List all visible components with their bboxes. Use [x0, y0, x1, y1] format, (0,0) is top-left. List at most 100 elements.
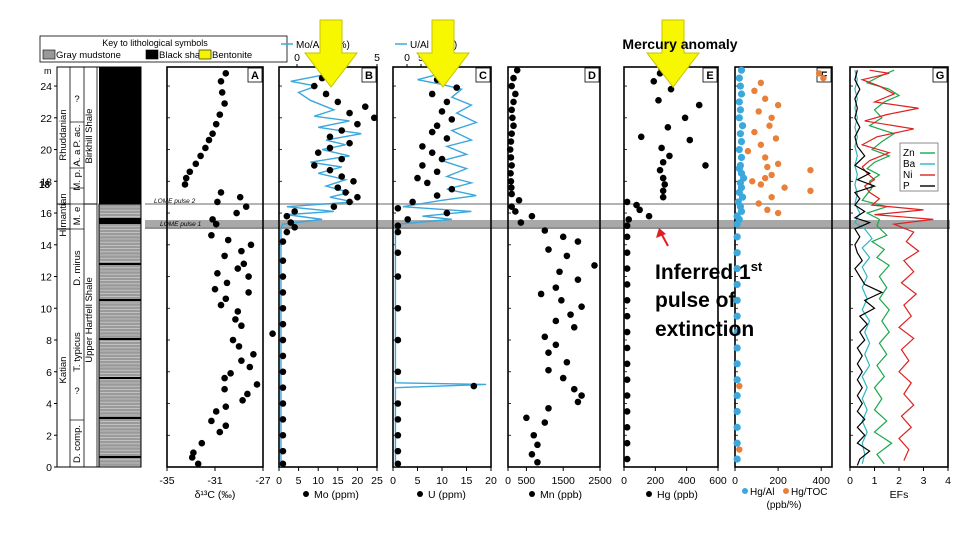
formation-upper-hartfell: Upper Hartfell Shale [84, 277, 95, 363]
annotations: LOME pulse 2 LOME pulse 1 Mercury anomaly I… [154, 19, 763, 341]
mn-point [512, 208, 519, 215]
hg-point [637, 133, 645, 141]
x-tick-label: 20 [485, 475, 497, 487]
formation-birkhill: Birkhill Shale [84, 109, 95, 164]
panel-letter: E [706, 70, 713, 82]
panel-frame [507, 66, 601, 468]
x-tick-label: 10 [312, 475, 324, 487]
hg-point [623, 281, 631, 288]
element-point [291, 208, 298, 215]
legend-label-p: P [903, 181, 910, 192]
mn-point [552, 317, 560, 325]
d13c-point [209, 130, 216, 137]
d13c-point [238, 357, 245, 364]
hg-point [695, 101, 703, 109]
mn-point [515, 197, 523, 204]
x-tick-label: 400 [678, 475, 696, 487]
x-tick-label: 20 [352, 475, 364, 487]
hg-point [623, 312, 631, 320]
d13c-point [186, 168, 194, 176]
element-point [443, 135, 451, 142]
hg-al-point [733, 220, 741, 228]
lome-pulse-1-band [145, 220, 950, 229]
inferred-line-1: Inferred 1st [655, 259, 763, 284]
mn-point [509, 114, 516, 122]
hg-point [625, 216, 632, 223]
element-point [346, 198, 353, 206]
d13c-point [205, 136, 213, 144]
mn-point [517, 219, 525, 226]
element-point [419, 162, 426, 169]
mn-point [545, 366, 552, 374]
element-point [428, 128, 436, 136]
hg-al-point [735, 114, 743, 122]
d13c-point [217, 189, 225, 196]
top-tick-label: 5 [374, 52, 380, 64]
element-point [314, 149, 322, 157]
x-axis-label: U (ppm) [428, 489, 466, 501]
ratio-line [394, 72, 487, 467]
hg-al-point [735, 74, 743, 82]
hg-point [623, 198, 631, 206]
mn-point [528, 451, 536, 458]
hg-point [623, 328, 631, 336]
hg-al-point [733, 360, 741, 368]
element-point [338, 155, 346, 163]
d13c-point [235, 343, 243, 350]
element-point [433, 122, 441, 130]
mn-point [534, 441, 541, 449]
mn-point [563, 358, 571, 366]
depth-tick-label: 20 [40, 145, 52, 157]
hg-point [686, 136, 694, 144]
d13c-point [238, 247, 245, 255]
x-axis-label: (ppb/%) [766, 500, 801, 511]
element-point [346, 139, 353, 147]
mn-point [507, 177, 515, 185]
mn-point [578, 392, 585, 399]
panel-letter-box [932, 67, 948, 83]
d13c-point [197, 152, 204, 160]
hg-al-point [737, 66, 746, 74]
panel-letter: D [588, 70, 596, 82]
zone-m-e: M. e [72, 207, 83, 225]
hg-al-point [737, 138, 746, 146]
x-tick-label: 0 [390, 475, 396, 487]
hg-toc-point [766, 122, 773, 129]
mn-point [567, 311, 574, 318]
inferred-line-2: pulse of [655, 289, 737, 312]
x-tick-label: 600 [709, 475, 727, 487]
top-tick-label: 0 [404, 52, 410, 64]
depth-unit: m [44, 66, 52, 76]
legend-label-ni: Ni [903, 170, 912, 181]
panel-letter-box [247, 67, 263, 83]
ef-line-zn [861, 69, 901, 465]
element-point [394, 431, 402, 439]
x-tick-label: 25 [371, 475, 383, 487]
mn-point [510, 98, 517, 106]
hg-point [623, 297, 631, 304]
yellow-arrow-hg [645, 19, 701, 88]
legend-box [899, 142, 939, 192]
x-tick-label: 2500 [588, 475, 612, 487]
element-point [354, 193, 361, 201]
element-point [334, 98, 342, 106]
panel-D: D 0 500 1500 2500 Mn (ppb) [505, 66, 612, 501]
hg-al-point [737, 90, 746, 98]
d13c-point [234, 265, 242, 272]
d13c-point [208, 417, 215, 425]
hg-toc-point [815, 70, 823, 77]
hg-toc-point [749, 178, 756, 185]
panel-letter: A [251, 70, 259, 82]
depth-tick-label: 24 [40, 81, 52, 93]
element-point [448, 116, 456, 123]
d13c-point [221, 252, 228, 260]
element-point [279, 431, 287, 439]
hg-point [623, 222, 631, 230]
mn-point [507, 154, 515, 161]
hg-al-point [733, 391, 741, 400]
element-point [394, 222, 402, 230]
d13c-point [221, 385, 228, 393]
hg-toc-point [761, 154, 769, 161]
hg-al-point [733, 455, 741, 463]
hg-al-point [733, 249, 741, 257]
